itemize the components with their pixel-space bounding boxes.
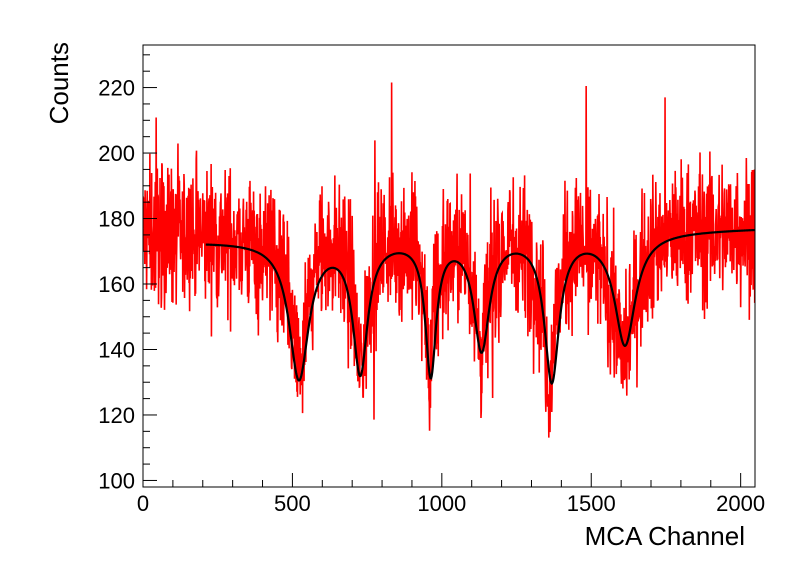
y-tick-label: 120 [98,403,135,428]
x-axis-title: MCA Channel [585,521,745,551]
y-tick-label: 160 [98,272,135,297]
y-tick-label: 220 [98,76,135,101]
x-tick-label: 500 [274,491,311,516]
x-tick-label: 0 [137,491,149,516]
axes: 0 500 1000 1500 2000 100 120 140 160 180 200 220 [98,44,765,516]
x-tick-label: 2000 [716,491,765,516]
plot-area [143,82,755,438]
x-tick-label: 1000 [417,491,466,516]
y-tick-label: 200 [98,141,135,166]
y-axis-title: Counts [44,42,74,124]
y-tick-label: 140 [98,337,135,362]
y-tick-label: 180 [98,207,135,232]
x-tick-label: 1500 [567,491,616,516]
y-tick-label: 100 [98,468,135,493]
fit-curve-line [205,228,755,386]
plot-frame [142,44,756,488]
histogram-series-line [143,82,755,438]
